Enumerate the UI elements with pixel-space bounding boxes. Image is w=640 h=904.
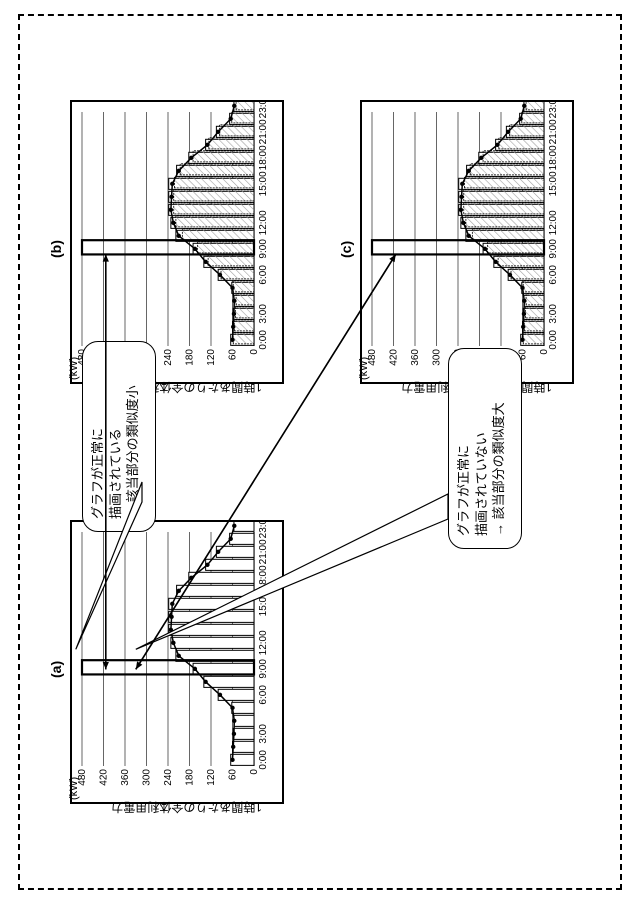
svg-text:21:00: 21:00 (258, 119, 269, 144)
callout-top-line2: 描画されている (107, 354, 125, 519)
svg-text:60: 60 (228, 769, 239, 781)
svg-text:120: 120 (206, 349, 217, 366)
svg-text:180: 180 (185, 349, 196, 366)
chart-c-svg: 0601201802403003604204800:003:006:009:00… (362, 102, 572, 382)
chart-a-svg: 0601201802403003604204800:003:006:009:00… (72, 522, 282, 802)
svg-text:9:00: 9:00 (258, 659, 269, 679)
callout-bottom-line2: 描画されていない (473, 361, 491, 536)
callout-top: グラフが正常に 描画されている → 該当部分の類似度小 (82, 341, 156, 532)
callout-bottom-line1: グラフが正常に (455, 361, 473, 536)
svg-text:15:00: 15:00 (548, 171, 559, 196)
svg-text:12:00: 12:00 (258, 630, 269, 655)
chart-a-label: (a) (48, 661, 64, 678)
svg-text:120: 120 (206, 769, 217, 786)
svg-text:21:00: 21:00 (258, 539, 269, 564)
chart-a-unit: (kW) (68, 777, 80, 800)
svg-text:60: 60 (228, 349, 239, 361)
svg-text:240: 240 (163, 769, 174, 786)
chart-b-unit: (kW) (68, 357, 80, 380)
svg-text:6:00: 6:00 (258, 265, 269, 285)
svg-text:18:00: 18:00 (548, 145, 559, 170)
chart-c-unit: (kW) (358, 357, 370, 380)
callout-top-line3: → 該当部分の類似度小 (124, 354, 142, 519)
svg-text:3:00: 3:00 (548, 304, 559, 324)
callout-bottom-line3: → 該当部分の類似度大 (490, 361, 508, 536)
svg-text:6:00: 6:00 (258, 685, 269, 705)
svg-text:21:00: 21:00 (548, 119, 559, 144)
svg-text:18:00: 18:00 (258, 565, 269, 590)
svg-text:9:00: 9:00 (258, 239, 269, 259)
svg-text:15:00: 15:00 (258, 171, 269, 196)
svg-text:0:00: 0:00 (548, 330, 559, 350)
chart-c: 0601201802403003604204800:003:006:009:00… (360, 100, 574, 384)
chart-a: 0601201802403003604204800:003:006:009:00… (70, 520, 284, 804)
svg-text:180: 180 (185, 769, 196, 786)
chart-b-svg: 0601201802403003604204800:003:006:009:00… (72, 102, 282, 382)
svg-text:360: 360 (120, 769, 131, 786)
svg-text:0:00: 0:00 (258, 330, 269, 350)
svg-text:3:00: 3:00 (258, 304, 269, 324)
svg-text:0:00: 0:00 (258, 750, 269, 770)
page: 0601201802403003604204800:003:006:009:00… (0, 0, 640, 904)
svg-text:12:00: 12:00 (548, 210, 559, 235)
svg-text:6:00: 6:00 (548, 265, 559, 285)
svg-text:3:00: 3:00 (258, 724, 269, 744)
svg-text:300: 300 (142, 769, 153, 786)
svg-text:18:00: 18:00 (258, 145, 269, 170)
svg-text:23:00: 23:00 (548, 102, 559, 118)
svg-text:9:00: 9:00 (548, 239, 559, 259)
svg-text:15:00: 15:00 (258, 591, 269, 616)
chart-a-y-label: 1時間あたりの全体利用電力 (111, 799, 262, 816)
svg-text:420: 420 (99, 769, 110, 786)
callout-bottom: グラフが正常に 描画されていない → 該当部分の類似度大 (448, 348, 522, 549)
svg-text:420: 420 (389, 349, 400, 366)
chart-c-label: (c) (338, 241, 354, 258)
svg-text:240: 240 (163, 349, 174, 366)
scene: 0601201802403003604204800:003:006:009:00… (0, 0, 640, 904)
chart-b-label: (b) (48, 240, 64, 258)
callout-top-line1: グラフが正常に (89, 354, 107, 519)
svg-text:23:00: 23:00 (258, 522, 269, 538)
svg-text:300: 300 (432, 349, 443, 366)
svg-text:23:00: 23:00 (258, 102, 269, 118)
svg-text:360: 360 (410, 349, 421, 366)
svg-text:12:00: 12:00 (258, 210, 269, 235)
